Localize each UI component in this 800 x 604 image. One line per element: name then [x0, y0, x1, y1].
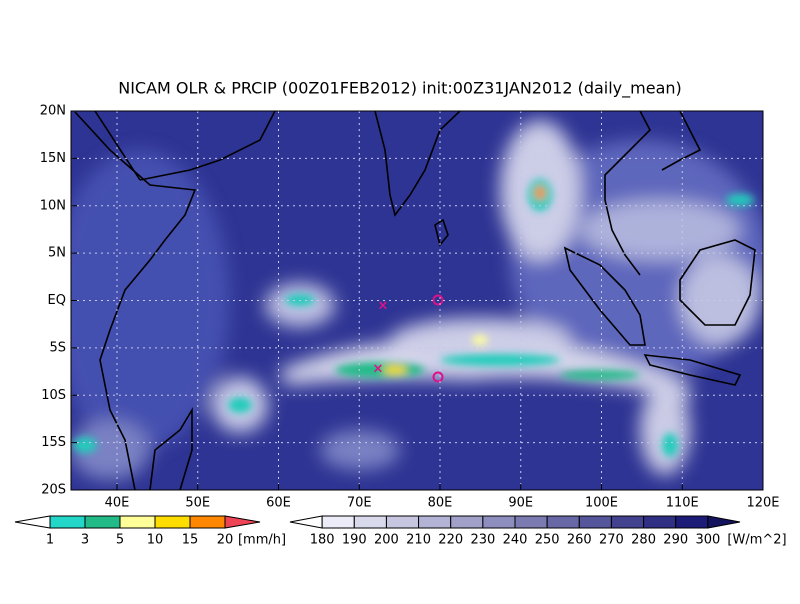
lat-label: 5S: [49, 340, 66, 355]
lat-label: 20N: [40, 104, 66, 119]
colorbar-end: [707, 515, 741, 529]
lon-label: 120E: [746, 496, 779, 511]
colorbar-end: [14, 515, 51, 529]
lon-label: 40E: [105, 496, 130, 511]
map: × ×: [71, 111, 763, 490]
colorbar-end: [224, 515, 261, 529]
colorbar-box: [189, 515, 226, 529]
lat-label: 15N: [40, 151, 66, 166]
lon-label: 100E: [585, 496, 618, 511]
colorbar-label: 1: [46, 533, 54, 548]
colorbar-label: 180: [310, 533, 335, 548]
lat-label: 5N: [48, 246, 66, 261]
title: NICAM OLR & PRCIP (00Z01FEB2012) init:00…: [118, 79, 682, 99]
colorbar-unit: [mm/h]: [238, 533, 286, 548]
svg-text:×: ×: [373, 362, 384, 377]
colorbar-label: 15: [182, 533, 199, 548]
lat-label: 10N: [40, 198, 66, 213]
lat-label: 15S: [41, 435, 66, 450]
colorbar-box: [514, 515, 548, 529]
colorbar-label: 250: [535, 533, 560, 548]
colorbar-box: [321, 515, 355, 529]
colorbar-box: [353, 515, 387, 529]
colorbar-box: [154, 515, 191, 529]
colorbar-unit: [W/m^2]: [727, 533, 786, 548]
markers: × ×: [373, 294, 444, 383]
lat-label: EQ: [48, 293, 66, 308]
colorbar-label: 190: [342, 533, 367, 548]
lon-label: 70E: [347, 496, 372, 511]
colorbar-box: [49, 515, 86, 529]
lon-label: 50E: [185, 496, 210, 511]
colorbar-label: 260: [567, 533, 592, 548]
colorbar-box: [482, 515, 516, 529]
colorbar-label: 5: [116, 533, 124, 548]
colorbar-label: 280: [631, 533, 656, 548]
colorbar-label: 240: [503, 533, 528, 548]
colorbar-box: [84, 515, 121, 529]
lat-label: 20S: [41, 483, 66, 498]
lon-label: 110E: [666, 496, 699, 511]
colorbar-label: 230: [470, 533, 495, 548]
colorbar-box: [643, 515, 677, 529]
colorbar-label: 20: [217, 533, 234, 548]
colorbar-box: [610, 515, 645, 529]
colorbar-label: 300: [695, 533, 720, 548]
colorbar-box: [675, 515, 709, 529]
precip-field: [73, 179, 754, 457]
svg-text:×: ×: [378, 299, 389, 314]
colorbar-end: [289, 515, 323, 529]
lon-label: 90E: [508, 496, 533, 511]
colorbar-box: [450, 515, 484, 529]
lon-label: 60E: [266, 496, 291, 511]
colorbar-box: [546, 515, 580, 529]
lon-label: 80E: [428, 496, 453, 511]
colorbar-label: 210: [406, 533, 431, 548]
colorbar-label: 290: [663, 533, 688, 548]
lat-label: 10S: [41, 388, 66, 403]
colorbar-label: 10: [147, 533, 164, 548]
colorbar-box: [578, 515, 612, 529]
colorbar-box: [119, 515, 156, 529]
coastlines: [74, 111, 756, 490]
colorbar-box: [418, 515, 452, 529]
colorbar-label: 270: [599, 533, 624, 548]
colorbar-box: [385, 515, 420, 529]
colorbar-label: 220: [438, 533, 463, 548]
colorbar-label: 3: [81, 533, 89, 548]
colorbar-label: 200: [374, 533, 399, 548]
